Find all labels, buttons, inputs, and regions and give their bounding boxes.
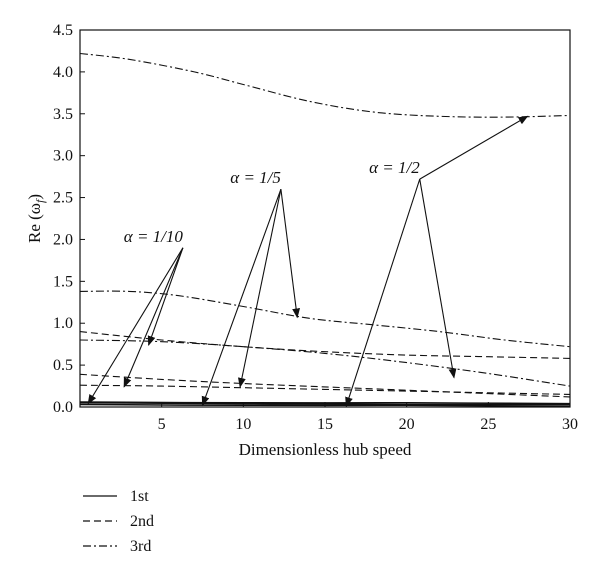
x-axis-title: Dimensionless hub speed xyxy=(239,440,412,459)
y-axis-title-close: ) xyxy=(25,194,44,200)
legend-label-3rd: 3rd xyxy=(130,538,151,555)
annotation-arrow xyxy=(87,247,184,405)
y-tick-label: 3.0 xyxy=(53,148,73,165)
annotation-arrow xyxy=(147,247,184,346)
x-tick-label: 25 xyxy=(480,416,496,433)
y-tick-label: 1.5 xyxy=(53,273,73,290)
x-tick-label: 10 xyxy=(235,416,251,433)
series-line-2nd-alpha-1-5 xyxy=(79,373,571,398)
x-tick-label: 5 xyxy=(158,416,166,433)
annotation-arrow xyxy=(123,247,184,388)
plot-frame xyxy=(79,29,571,408)
y-axis-title-main: Re (ω xyxy=(25,203,44,243)
y-tick-label: 0.0 xyxy=(53,399,73,416)
annotation-arrow xyxy=(237,189,282,388)
series-line-3rd-alpha-1-10 xyxy=(79,339,571,387)
y-axis-title-sub: f xyxy=(33,198,47,203)
annotation-arrow xyxy=(201,188,282,407)
annotation-arrow xyxy=(280,189,301,319)
y-tick-label: 4.0 xyxy=(53,64,73,81)
y-tick-label: 2.5 xyxy=(53,190,73,207)
annotation-label: α = 1/10 xyxy=(124,227,184,246)
annotation-layer: α = 1/10 α = 1/5 α = 1/2 xyxy=(87,115,529,408)
series-line-3rd-alpha-1-5 xyxy=(79,290,571,348)
y-tick-label: 4.5 xyxy=(53,22,73,39)
annotation-arrow xyxy=(419,179,457,379)
annotation-arrow xyxy=(419,115,529,180)
annotation-label: α = 1/5 xyxy=(230,168,281,187)
annotation-label: α = 1/2 xyxy=(369,158,420,177)
x-tick-label: 20 xyxy=(399,416,415,433)
x-tick-label: 15 xyxy=(317,416,333,433)
axis-layer: 0.0 0.5 1.0 1.5 2.0 2.5 3.0 3.5 4.0 4.5 5 10 15 20 25 3… xyxy=(53,22,578,433)
legend-label-2nd: 2nd xyxy=(130,513,154,530)
series-line-2nd-alpha-1-10 xyxy=(79,384,571,395)
annotation-arrow xyxy=(345,178,421,408)
x-tick-label: 30 xyxy=(562,416,578,433)
legend-label-1st: 1st xyxy=(130,488,149,505)
y-tick-label: 1.0 xyxy=(53,315,73,332)
y-tick-label: 0.5 xyxy=(53,357,73,374)
series-line-2nd-alpha-1-2 xyxy=(79,331,571,359)
y-tick-label: 2.0 xyxy=(53,231,73,248)
series-line-3rd-alpha-1-2 xyxy=(79,52,571,118)
y-tick-label: 3.5 xyxy=(53,106,73,123)
legend: 1st 2nd 3rd xyxy=(83,488,154,555)
y-axis-title: Re (ωf) xyxy=(25,194,47,243)
